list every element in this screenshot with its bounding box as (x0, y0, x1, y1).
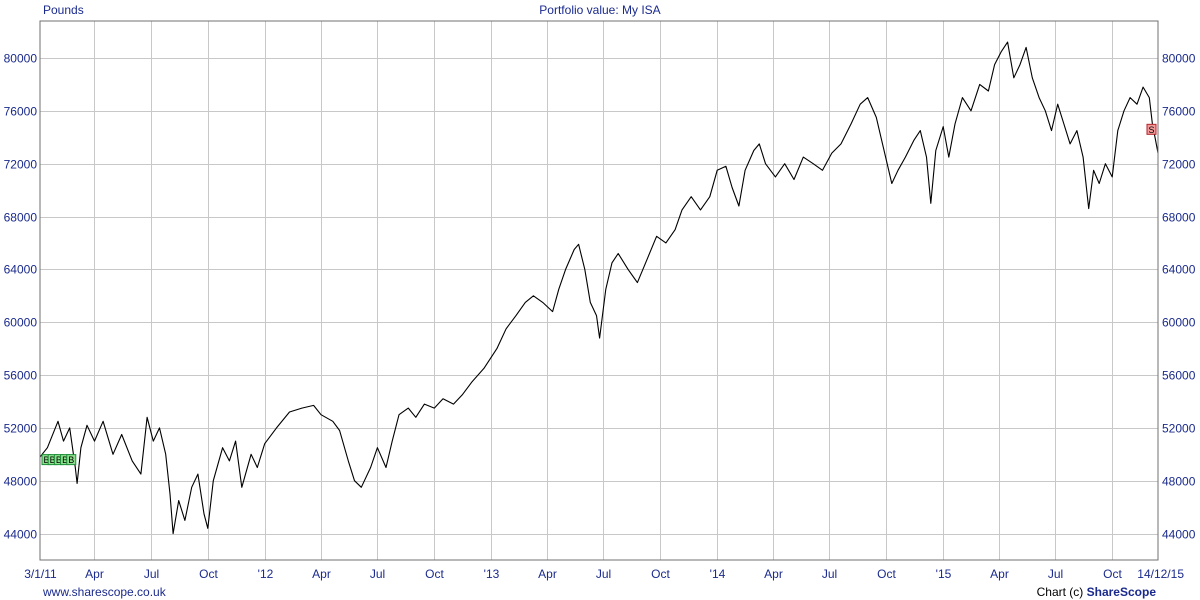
x-tick-label: Jul (370, 567, 385, 581)
svg-text:B: B (50, 455, 56, 465)
y-tick-label-right: 56000 (1162, 369, 1196, 383)
x-tick-labels: 3/1/11 Apr Jul Oct '12 Apr Jul Oct '13 Apr Jul Oct '… (24, 567, 1184, 581)
series-line (39, 41, 1159, 535)
buy-marker: B (66, 454, 77, 466)
x-tick-label: '15 (936, 567, 952, 581)
y-tick-label-right: 80000 (1162, 52, 1196, 66)
y-tick-label-left: 76000 (4, 105, 38, 119)
credit-prefix: Chart (c) (1036, 585, 1087, 599)
x-tick-label: Jul (1048, 567, 1063, 581)
y-tick-label-left: 52000 (4, 422, 38, 436)
y-tick-label-right: 52000 (1162, 422, 1196, 436)
website-link[interactable]: www.sharescope.co.uk (43, 585, 166, 599)
y-tick-label-left: 56000 (4, 369, 38, 383)
x-tick-label: Apr (990, 567, 1009, 581)
y-tick-label-right: 44000 (1162, 528, 1196, 542)
x-tick-label: 14/12/15 (1137, 567, 1184, 581)
y-tick-label-right: 60000 (1162, 316, 1196, 330)
y-tick-labels: 44000 44000 48000 48000 52000 52000 56000 56000… (4, 52, 1196, 542)
x-tick-label: Apr (538, 567, 557, 581)
x-tick-label: 3/1/11 (24, 567, 57, 581)
plot-background (40, 21, 1158, 560)
y-tick-label-left: 48000 (4, 475, 38, 489)
chart-title: Portfolio value: My ISA (539, 3, 661, 17)
y-tick-label-left: 64000 (4, 263, 38, 277)
y-tick-label-right: 48000 (1162, 475, 1196, 489)
y-tick-label-left: 60000 (4, 316, 38, 330)
svg-text:B: B (43, 455, 49, 465)
x-tick-label: Oct (877, 567, 896, 581)
x-tick-label: '12 (258, 567, 274, 581)
x-tick-label: Oct (651, 567, 670, 581)
svg-text:S: S (1148, 125, 1154, 135)
grid-lines (40, 21, 1158, 560)
y-tick-label-right: 68000 (1162, 211, 1196, 225)
x-tick-label: '14 (710, 567, 726, 581)
x-tick-label: Jul (822, 567, 837, 581)
svg-text:B: B (62, 455, 68, 465)
x-tick-label: Oct (1103, 567, 1122, 581)
x-tick-label: Jul (144, 567, 159, 581)
x-tick-label: Apr (85, 567, 104, 581)
x-tick-label: Apr (312, 567, 331, 581)
brand-name: ShareScope (1086, 585, 1156, 599)
y-tick-label-left: 80000 (4, 52, 38, 66)
svg-text:B: B (68, 455, 74, 465)
sell-marker: S (1146, 123, 1157, 135)
y-tick-label-left: 72000 (4, 158, 38, 172)
series-line-group (39, 41, 1159, 535)
trade-markers: B B B B BS (41, 123, 1157, 466)
x-tick-label: Oct (199, 567, 218, 581)
svg-text:B: B (56, 455, 62, 465)
y-tick-label-left: 68000 (4, 211, 38, 225)
y-tick-label-right: 64000 (1162, 263, 1196, 277)
x-tick-label: Oct (425, 567, 444, 581)
x-tick-label: Jul (596, 567, 611, 581)
copyright-credit: Chart (c) ShareScope (1037, 585, 1156, 599)
x-tick-label: Apr (764, 567, 783, 581)
y-axis-unit-label: Pounds (43, 3, 84, 17)
y-tick-label-right: 76000 (1162, 105, 1196, 119)
y-tick-label-right: 72000 (1162, 158, 1196, 172)
x-tick-label: '13 (484, 567, 500, 581)
plot-frame (39, 20, 1159, 561)
y-tick-label-left: 44000 (4, 528, 38, 542)
